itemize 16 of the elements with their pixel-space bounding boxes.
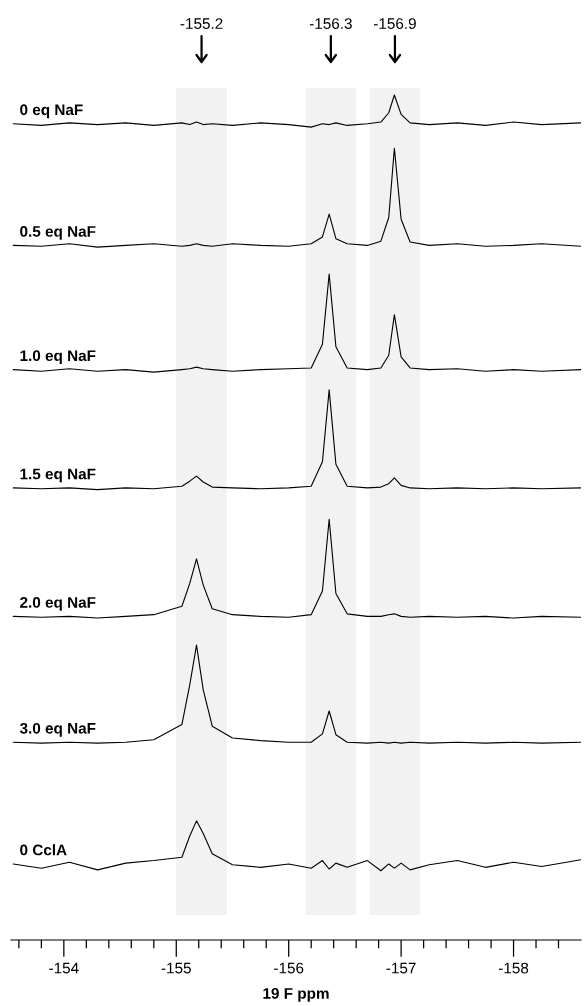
series-label: 0.5 eq NaF (20, 226, 96, 240)
text: -156.9 (373, 18, 416, 29)
x-tick-label: -158 (498, 962, 529, 974)
text: -156.3 (309, 18, 352, 29)
x-tick-label: -155 (161, 962, 191, 974)
x-tick-label: -154 (49, 962, 79, 974)
text: -155.2 (180, 18, 223, 29)
series-label: 1.0 eq NaF (20, 350, 96, 365)
series-label: 0 CclA (20, 844, 67, 856)
x-tick-label: -157 (386, 962, 416, 974)
series-label: 1.5 eq NaF (20, 468, 96, 483)
x-tick-label: -156 (274, 962, 304, 974)
series-label: 0 eq NaF (20, 104, 83, 119)
series-label: 3.0 eq NaF (19, 722, 96, 737)
series-label: 2.0 eq NaF (20, 596, 96, 611)
x-axis-title: 19 F ppm (263, 987, 329, 1002)
